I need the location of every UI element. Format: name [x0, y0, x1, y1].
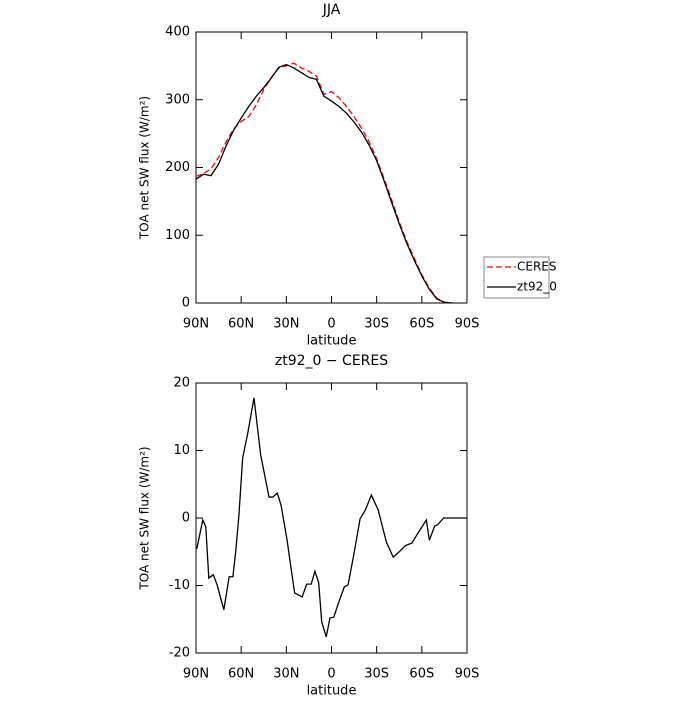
x-tick-label: 30S: [364, 667, 389, 682]
x-tick-label: 60N: [228, 667, 254, 682]
y-tick-label: 400: [165, 25, 190, 40]
plot-frame: [195, 31, 468, 304]
y-tick-label: 300: [165, 92, 190, 107]
x-tick-label: 0: [327, 667, 335, 682]
y-tick-label: 0: [182, 296, 190, 311]
x-tick-label: 60S: [409, 667, 434, 682]
y-tick-label: 10: [173, 443, 190, 458]
data-line: [196, 397, 467, 637]
y-axis-label: TOA net SW flux (W/m²): [138, 446, 152, 590]
data-line: [195, 62, 452, 304]
x-tick-label: 60N: [228, 317, 254, 332]
x-tick-label: 30N: [273, 667, 299, 682]
legend-label: CERES: [517, 260, 557, 274]
x-tick-label: 90N: [183, 667, 209, 682]
data-line: [195, 63, 452, 304]
y-tick-label: 200: [165, 160, 190, 175]
x-tick-label: 90S: [455, 317, 480, 332]
chart-title: JJA: [322, 2, 341, 18]
x-tick-label: 60S: [409, 317, 434, 332]
y-tick-label: 20: [173, 376, 190, 391]
y-tick-label: -10: [169, 578, 190, 593]
x-tick-label: 90S: [455, 667, 480, 682]
x-tick-label: 30N: [273, 317, 299, 332]
x-axis-label: latitude: [307, 684, 357, 699]
legend-box: [483, 256, 550, 299]
legend-label: zt92_0: [517, 280, 557, 294]
chart-title: zt92_0 − CERES: [275, 353, 388, 369]
x-tick-label: 30S: [364, 317, 389, 332]
x-axis-label: latitude: [307, 334, 357, 349]
x-tick-label: 0: [327, 317, 335, 332]
plot-frame: [195, 382, 468, 654]
y-tick-label: -20: [169, 646, 190, 661]
y-tick-label: 100: [165, 228, 190, 243]
y-axis-label: TOA net SW flux (W/m²): [138, 96, 152, 240]
y-tick-label: 0: [182, 511, 190, 526]
x-tick-label: 90N: [183, 317, 209, 332]
